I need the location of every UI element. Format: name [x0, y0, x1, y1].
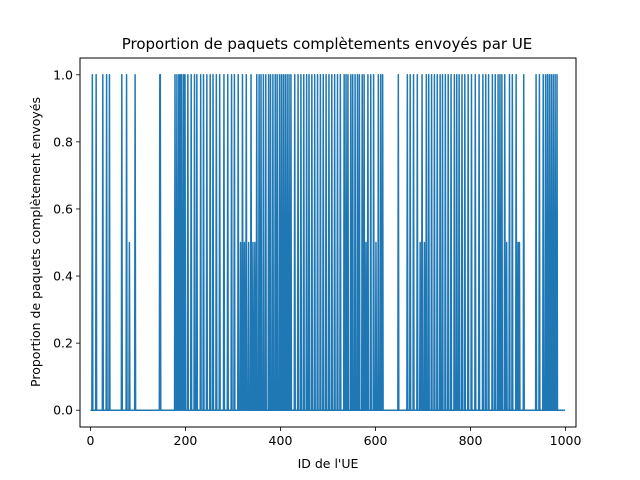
plot-frame	[79, 57, 577, 428]
x-axis-label: ID de l'UE	[298, 456, 359, 471]
x-tick-label: 400	[269, 433, 293, 448]
y-tick-label: 0.2	[53, 336, 73, 351]
y-tick-label: 0.6	[53, 201, 73, 216]
x-tick-label: 0	[86, 433, 94, 448]
y-tick-label: 0.8	[53, 134, 73, 149]
y-tick-label: 0.0	[53, 403, 73, 418]
x-tick-label: 800	[459, 433, 483, 448]
y-tick-label: 0.4	[53, 269, 73, 284]
x-tick-label: 1000	[550, 433, 582, 448]
y-tick-label: 1.0	[53, 67, 73, 82]
y-axis: 0.0 0.2 0.4 0.6 0.8 1.0	[53, 67, 80, 418]
chart-title: Proportion de paquets complètements envo…	[122, 35, 533, 53]
plot-area	[90, 74, 566, 411]
x-tick-label: 600	[364, 433, 388, 448]
x-axis: 0 200 400 600 800 1000	[86, 427, 582, 448]
series-line	[90, 74, 566, 411]
x-tick-label: 200	[174, 433, 198, 448]
y-axis-label: Proportion de paquets complètement envoy…	[28, 97, 43, 387]
